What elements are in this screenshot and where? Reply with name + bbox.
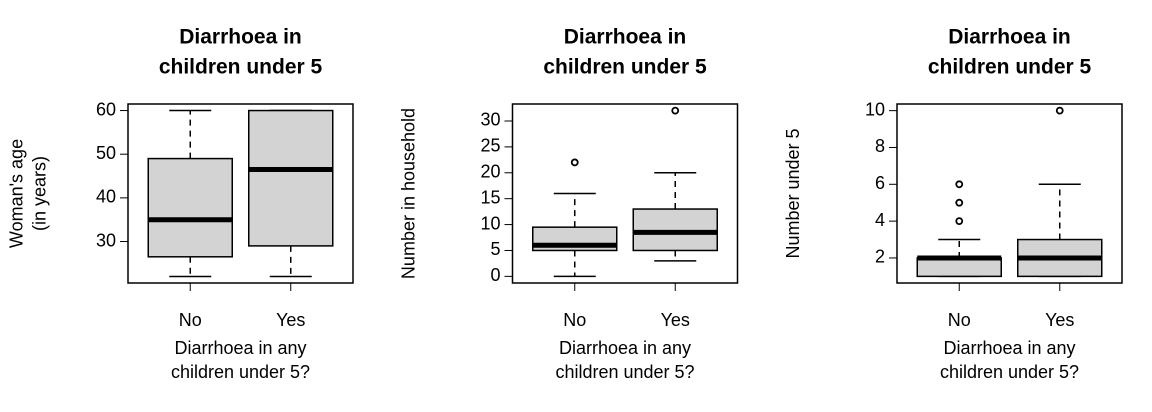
box: [916, 257, 1002, 278]
x-tick-label: No: [948, 310, 971, 330]
y-tick-label: 25: [480, 136, 500, 156]
chart-title: Diarrhoea in: [564, 26, 687, 49]
x-tick-label: Yes: [661, 310, 690, 330]
outlier: [955, 180, 964, 189]
box: [248, 109, 334, 247]
y-tick-label: 5: [490, 239, 500, 259]
y-tick-label: 50: [96, 143, 116, 163]
y-tick-label: 4: [875, 210, 885, 230]
y-tick-label: 20: [480, 162, 500, 182]
y-axis-label: (in years): [29, 156, 49, 231]
x-tick-label: Yes: [276, 310, 305, 330]
y-tick-label: 10: [480, 213, 500, 233]
y-axis-label: Number under 5: [783, 128, 803, 258]
chart-title: Diarrhoea in: [179, 26, 302, 49]
x-tick-label: No: [563, 310, 586, 330]
chart-title: children under 5: [928, 56, 1092, 79]
y-tick-label: 30: [96, 230, 116, 250]
y-tick-label: 6: [875, 173, 885, 193]
y-tick-label: 8: [875, 136, 885, 156]
y-tick-label: 10: [865, 99, 885, 119]
y-tick-label: 0: [490, 265, 500, 285]
y-axis-label: Number in household: [398, 108, 418, 279]
x-axis-label: Diarrhoea in any: [943, 338, 1075, 358]
x-axis-label: children under 5?: [940, 362, 1079, 382]
y-tick-label: 40: [96, 187, 116, 207]
outlier: [570, 158, 579, 167]
x-axis-label: children under 5?: [171, 362, 310, 382]
outlier: [671, 106, 680, 115]
outlier: [955, 198, 964, 207]
x-tick-label: No: [179, 310, 202, 330]
y-tick-label: 30: [480, 110, 500, 130]
plot-frame: [127, 103, 354, 284]
y-tick-label: 2: [875, 247, 885, 267]
chart-title: children under 5: [543, 56, 707, 79]
x-axis-label: children under 5?: [555, 362, 694, 382]
plot-frame: [896, 103, 1123, 284]
outlier: [955, 217, 964, 226]
y-axis-label: Woman's age: [6, 139, 26, 248]
chart-title: Diarrhoea in: [948, 26, 1071, 49]
plot-frame: [511, 103, 739, 284]
x-tick-label: Yes: [1045, 310, 1074, 330]
y-tick-label: 60: [96, 99, 116, 119]
y-tick-label: 15: [480, 187, 500, 207]
x-axis-label: Diarrhoea in any: [559, 338, 691, 358]
box: [632, 208, 718, 252]
outlier: [1055, 106, 1064, 115]
x-axis-label: Diarrhoea in any: [174, 338, 306, 358]
chart-title: children under 5: [159, 56, 323, 79]
box: [147, 157, 233, 258]
